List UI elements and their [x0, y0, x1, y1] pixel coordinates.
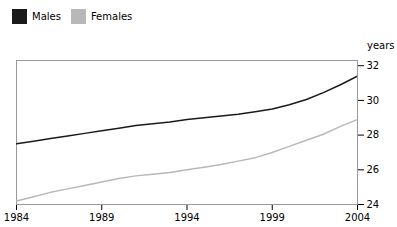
svg-text:years: years	[367, 40, 395, 51]
html-text:Females: Females	[90, 11, 133, 22]
svg-text:1989: 1989	[89, 212, 114, 223]
svg-text:24: 24	[367, 199, 380, 210]
html-text:Males: Males	[32, 11, 61, 22]
svg-text:28: 28	[367, 129, 380, 140]
svg-text:2004: 2004	[345, 212, 370, 223]
svg-text:1994: 1994	[174, 212, 199, 223]
svg-text:32: 32	[367, 60, 380, 71]
svg-text:30: 30	[367, 95, 380, 106]
svg-text:26: 26	[367, 164, 380, 175]
svg-text:1999: 1999	[260, 212, 285, 223]
svg-text:1984: 1984	[4, 212, 29, 223]
